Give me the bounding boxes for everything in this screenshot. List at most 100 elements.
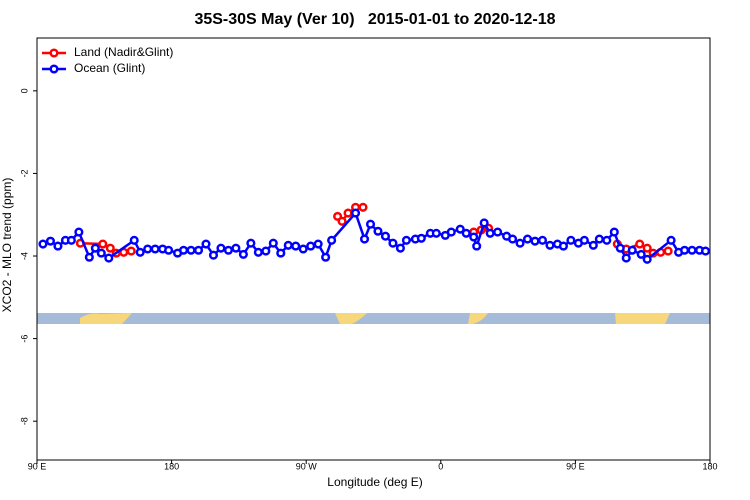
data-point	[45, 236, 56, 246]
data-point	[261, 246, 271, 256]
data-point	[621, 253, 631, 263]
data-point	[343, 208, 353, 218]
data-point	[283, 240, 293, 250]
data-point	[485, 228, 495, 238]
data-point	[642, 254, 652, 264]
data-point	[291, 241, 301, 251]
data-point	[231, 243, 241, 253]
data-point	[253, 247, 263, 257]
data-point	[358, 202, 368, 212]
data-point	[143, 244, 153, 254]
data-point	[416, 233, 426, 243]
data-point	[508, 234, 518, 244]
x-tick-label: 90 E	[28, 461, 47, 471]
data-point	[66, 235, 76, 245]
data-point	[388, 238, 398, 248]
data-point	[479, 218, 489, 228]
legend-marker	[49, 64, 59, 74]
data-point	[327, 235, 337, 245]
data-point	[594, 234, 604, 244]
data-point	[313, 239, 323, 249]
y-tick-label: -8	[19, 417, 29, 425]
data-point	[455, 224, 465, 234]
y-tick-label: -4	[19, 252, 29, 260]
data-point	[493, 227, 503, 237]
data-point	[186, 245, 196, 255]
data-point	[636, 249, 646, 259]
data-point	[179, 245, 189, 255]
x-tick-label: 180	[164, 461, 179, 471]
data-point	[461, 228, 471, 238]
legend-label: Land (Nadir&Glint)	[74, 45, 173, 59]
data-point	[446, 227, 456, 237]
data-point	[380, 231, 391, 241]
y-tick-label: 0	[19, 88, 29, 93]
data-point	[135, 247, 145, 257]
data-point	[530, 236, 540, 246]
data-point	[276, 248, 286, 258]
data-point	[129, 235, 139, 245]
data-point	[558, 241, 568, 251]
data-point	[579, 235, 589, 245]
data-point	[321, 252, 331, 262]
data-point	[401, 235, 411, 245]
data-point	[216, 243, 226, 253]
data-point	[84, 252, 94, 262]
data-point	[588, 240, 598, 250]
data-point	[469, 232, 479, 242]
data-point	[642, 243, 652, 253]
plot-frame	[36, 37, 711, 461]
x-tick-label: 180	[702, 461, 717, 471]
data-point	[126, 246, 136, 256]
data-point	[609, 227, 619, 237]
data-point	[680, 245, 690, 255]
data-point	[298, 244, 308, 254]
data-point	[337, 216, 347, 226]
data-point	[365, 219, 376, 229]
data-point	[666, 235, 676, 245]
data-point	[615, 243, 625, 253]
y-tick-label: -6	[19, 335, 29, 343]
chart-title: 35S-30S May (Ver 10) 2015-01-01 to 2020-…	[194, 11, 555, 28]
data-point	[395, 243, 405, 253]
data-point	[306, 241, 316, 251]
data-point	[687, 245, 697, 255]
data-point	[238, 249, 248, 259]
data-point	[373, 226, 383, 236]
x-tick-label: 90 E	[566, 461, 585, 471]
data-point	[359, 234, 370, 244]
data-point	[150, 244, 160, 254]
data-point	[635, 239, 645, 249]
data-point	[105, 243, 115, 253]
x-axis-label: Longitude (deg E)	[327, 475, 422, 489]
data-point	[268, 238, 278, 248]
data-point	[472, 241, 482, 251]
legend-marker	[49, 48, 59, 58]
data-point	[104, 253, 114, 263]
data-point	[566, 235, 576, 245]
map-strip	[37, 313, 710, 324]
data-point	[602, 235, 612, 245]
data-point	[246, 238, 256, 248]
data-point	[96, 248, 106, 258]
data-point	[223, 245, 233, 255]
data-point	[700, 246, 711, 256]
x-tick-label: 0	[438, 461, 443, 471]
data-point	[537, 235, 548, 245]
data-point	[208, 250, 219, 260]
y-tick-label: -2	[19, 169, 29, 177]
data-point	[201, 239, 211, 249]
data-point	[53, 241, 63, 251]
data-point	[627, 245, 637, 255]
data-point	[545, 240, 555, 250]
data-point	[74, 227, 84, 237]
data-point	[351, 208, 361, 218]
legend-label: Ocean (Glint)	[74, 61, 145, 75]
data-point	[431, 228, 441, 238]
y-axis-label: XCO2 - MLO trend (ppm)	[0, 178, 14, 313]
data-point	[38, 239, 48, 249]
data-point	[663, 246, 673, 256]
x-tick-label: 90 W	[296, 461, 318, 471]
data-point	[90, 243, 100, 253]
